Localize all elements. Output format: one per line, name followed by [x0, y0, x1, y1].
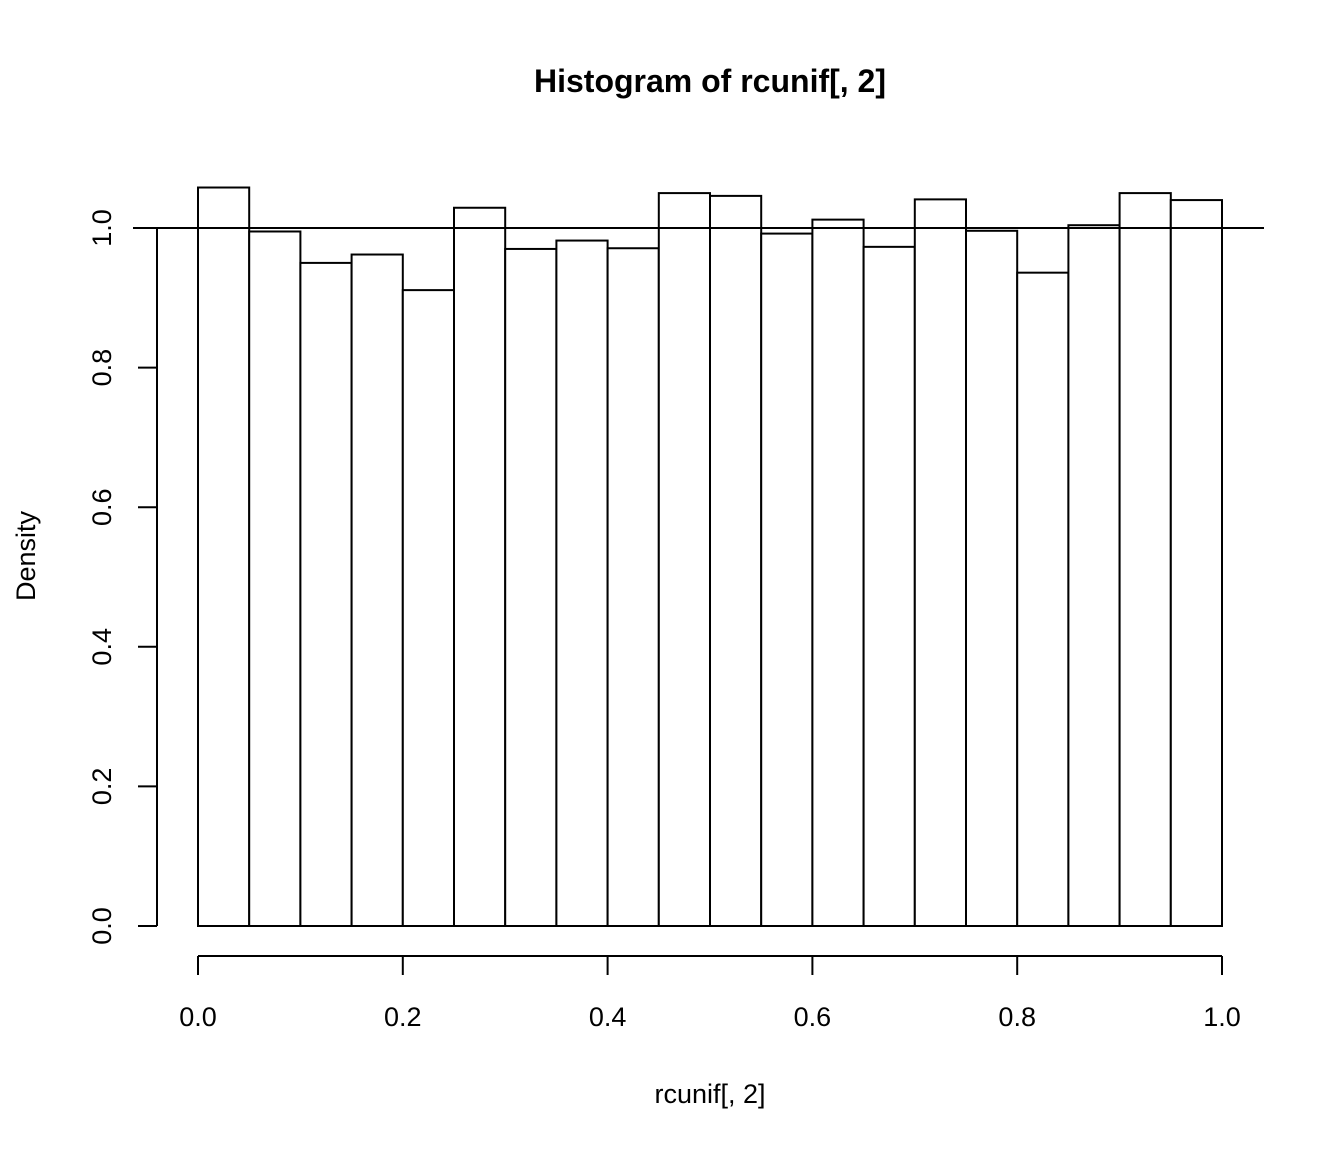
histogram-bar: [760, 232, 814, 928]
histogram-bar: [453, 206, 507, 927]
x-tick-label: 0.4: [589, 1002, 627, 1032]
x-tick-label: 0.0: [179, 1002, 217, 1032]
histogram-bar: [1118, 192, 1172, 928]
y-axis-label: Density: [11, 510, 41, 601]
histogram-bar: [1016, 271, 1070, 927]
histogram-bar: [965, 229, 1019, 928]
histogram-bar: [913, 198, 967, 927]
y-tick-label: 0.4: [87, 628, 117, 666]
histogram-bar: [606, 247, 660, 927]
y-tick-label: 0.0: [87, 907, 117, 945]
histogram-bar: [299, 261, 353, 927]
histogram-bar: [811, 218, 865, 927]
histogram-bar: [350, 253, 404, 928]
y-axis: 0.0 0.2 0.4 0.6 0.8 1.0: [87, 209, 158, 945]
x-tick-label: 0.8: [998, 1002, 1036, 1032]
histogram-bar: [1169, 199, 1224, 927]
histogram-bar: [1067, 224, 1121, 927]
chart-title: Histogram of rcunif[, 2]: [534, 63, 886, 99]
bars-group: [197, 186, 1224, 928]
y-tick-label: 0.8: [87, 349, 117, 387]
histogram-bar: [401, 289, 455, 927]
y-tick-label: 1.0: [87, 209, 117, 247]
histogram-bar: [862, 245, 916, 927]
histogram-bar: [555, 239, 609, 927]
histogram-bar: [504, 247, 558, 927]
x-tick-label: 1.0: [1203, 1002, 1241, 1032]
histogram-bar: [248, 230, 302, 928]
x-axis-label: rcunif[, 2]: [654, 1079, 765, 1109]
histogram-bar: [709, 194, 763, 927]
x-axis: 0.0 0.2 0.4 0.6 0.8 1.0: [179, 955, 1241, 1032]
histogram-bar: [197, 186, 251, 928]
histogram-bar: [657, 192, 711, 928]
y-tick-label: 0.2: [87, 768, 117, 806]
y-tick-label: 0.6: [87, 488, 117, 526]
x-tick-label: 0.2: [384, 1002, 422, 1032]
x-tick-label: 0.6: [794, 1002, 832, 1032]
